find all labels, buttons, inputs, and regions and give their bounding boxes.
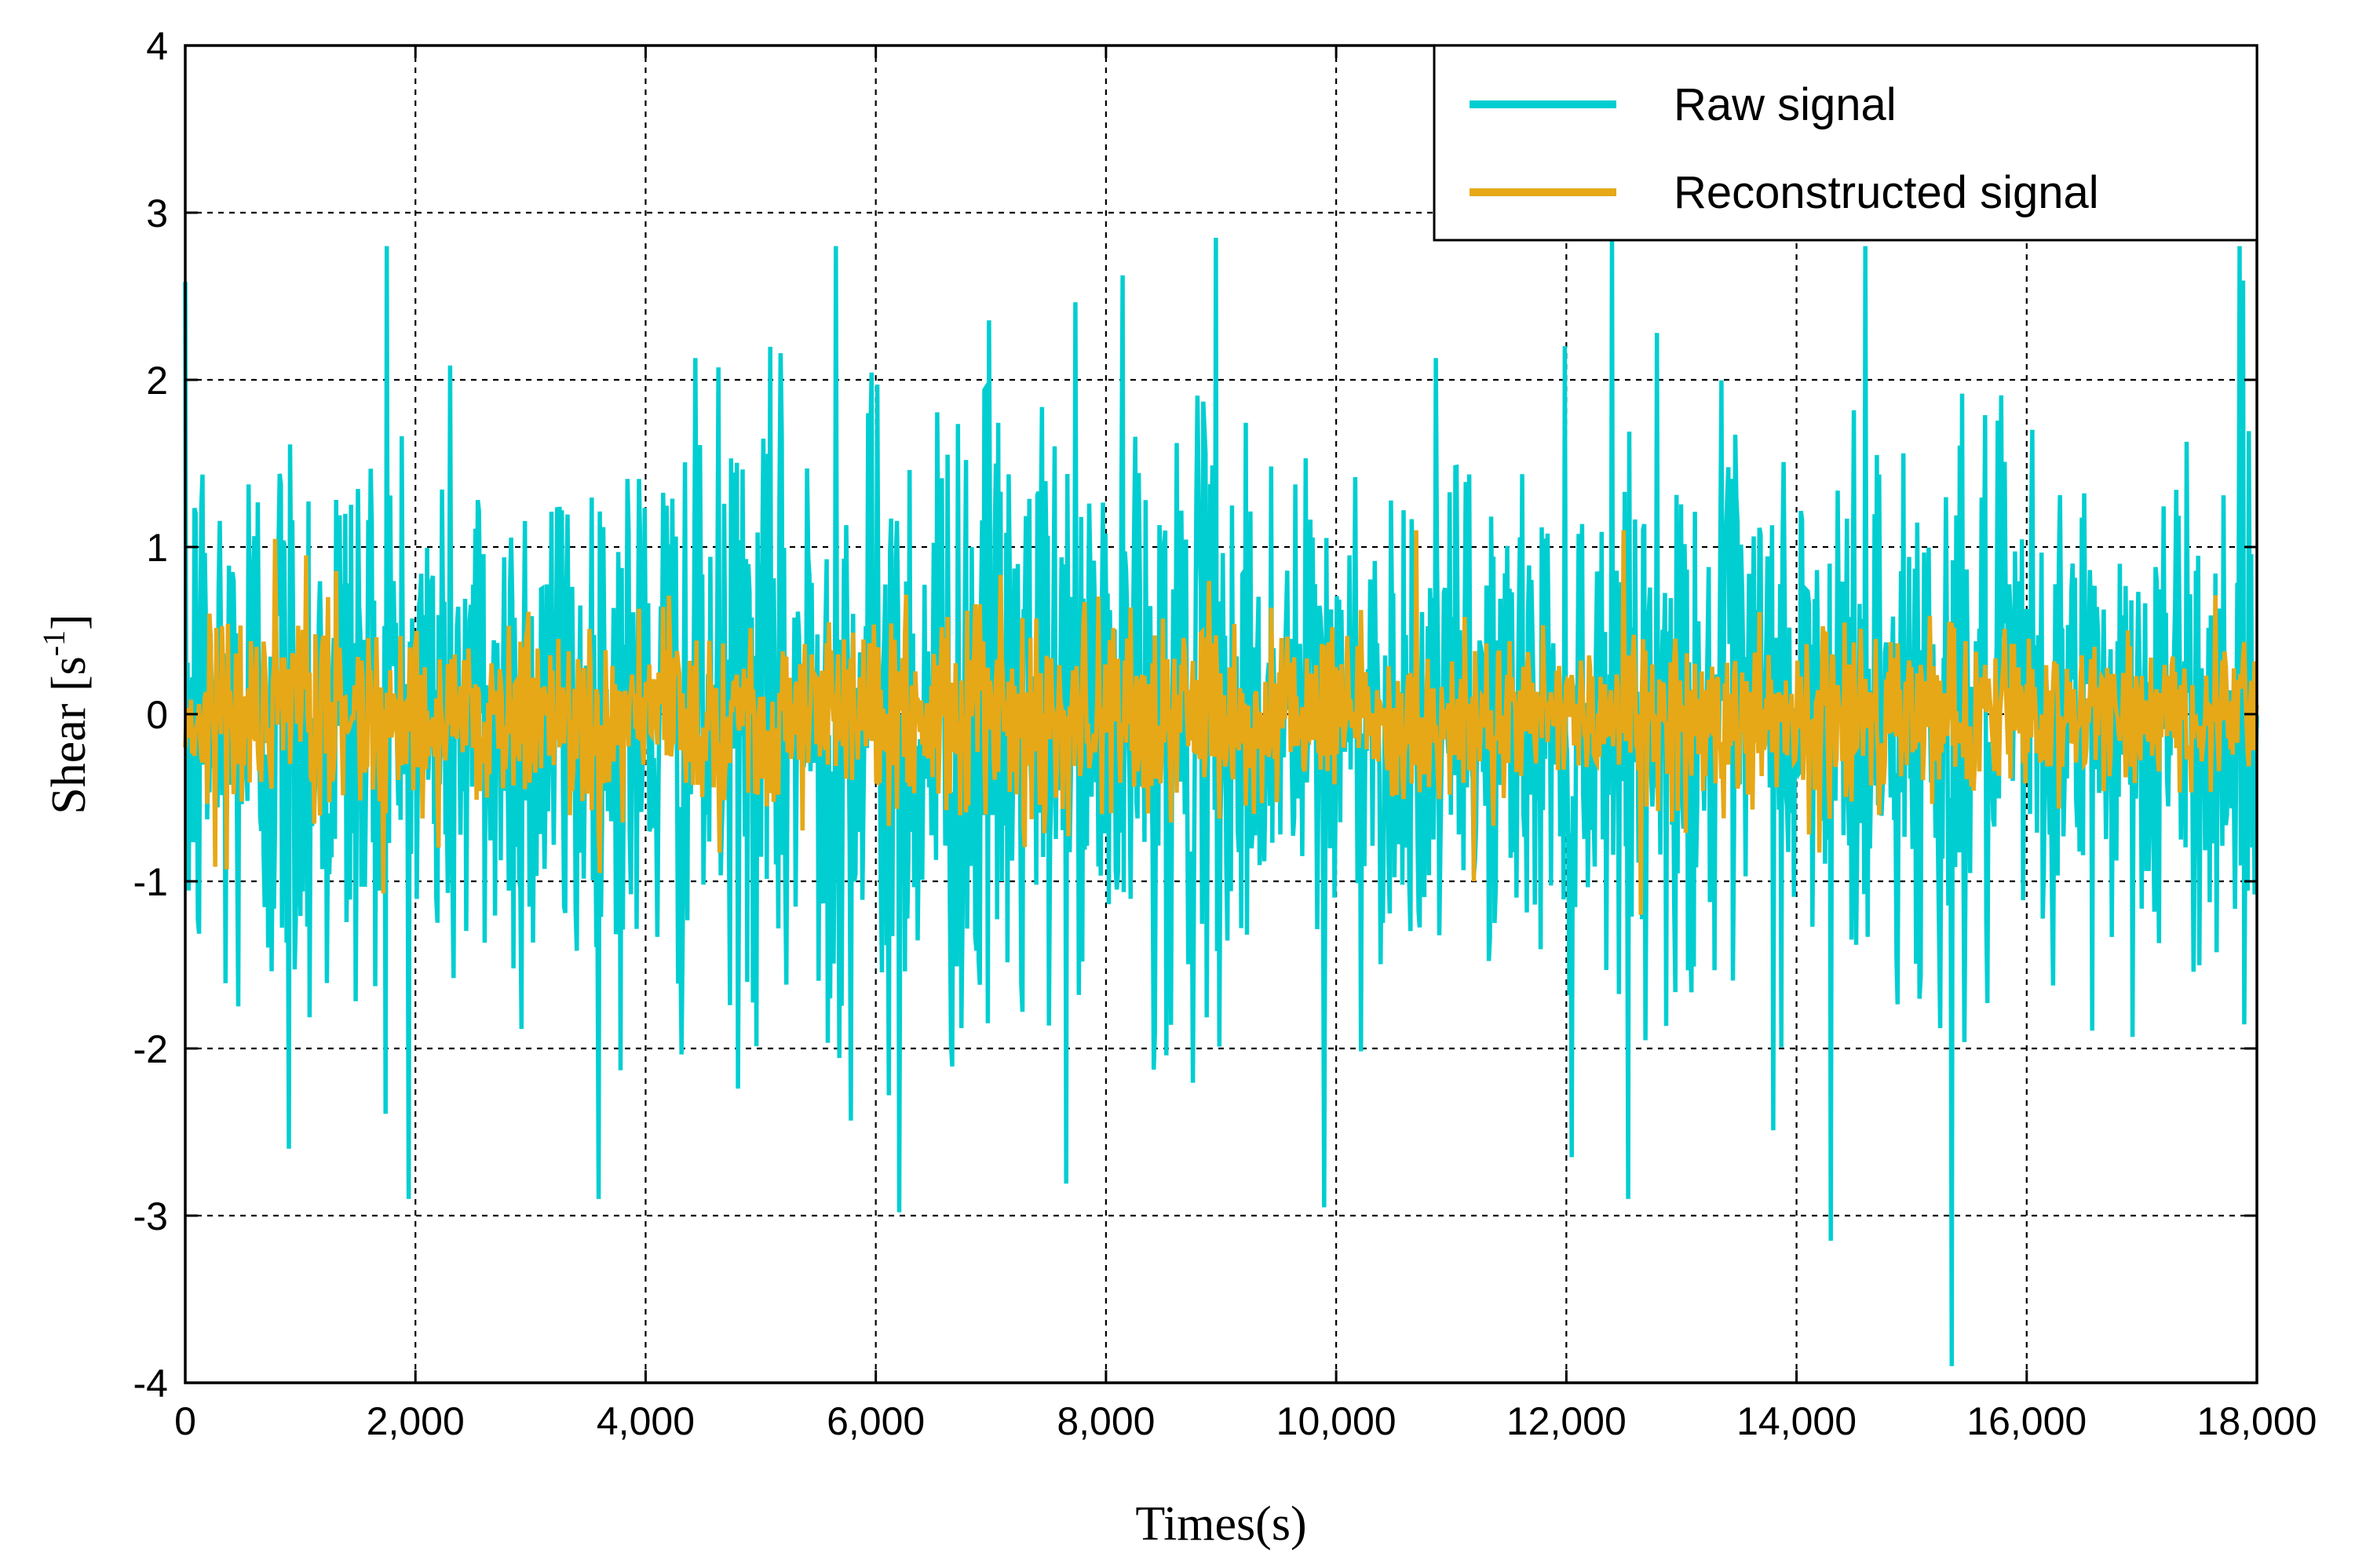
x-tick-label: 0: [174, 1399, 196, 1443]
x-tick-label: 4,000: [597, 1399, 695, 1443]
x-axis-title: Times(s): [1135, 1497, 1306, 1551]
x-tick-label: 12,000: [1506, 1399, 1627, 1443]
y-tick-label: 0: [146, 693, 168, 737]
y-tick-label: -1: [133, 860, 168, 904]
series-layer: [183, 237, 2259, 1366]
x-tick-label: 14,000: [1736, 1399, 1857, 1443]
y-tick-label: -4: [133, 1362, 168, 1406]
y-tick-label: -2: [133, 1027, 168, 1071]
y-axis-title-superscript: -1: [36, 630, 71, 656]
y-tick-label: 1: [146, 526, 168, 570]
x-tick-label: 6,000: [827, 1399, 925, 1443]
x-tick-label: 16,000: [1966, 1399, 2087, 1443]
y-tick-label: 3: [146, 191, 168, 235]
series-line-reconstructed-signal: [183, 530, 2259, 915]
x-tick-label: 10,000: [1276, 1399, 1397, 1443]
legend: Raw signal Reconstructed signal: [1433, 44, 2258, 242]
x-axis: 0 2,000 4,000 6,000 8,000 10,000 12,000 14,000 1…: [174, 46, 2317, 1443]
legend-label-reconstructed-signal: Reconstructed signal: [1674, 167, 2099, 218]
legend-label-raw-signal: Raw signal: [1674, 79, 1897, 130]
y-axis-title: Shear [s-1]: [36, 614, 96, 814]
y-axis-title-base: Shear [s: [42, 656, 96, 814]
x-tick-label: 2,000: [367, 1399, 465, 1443]
x-tick-label: 8,000: [1057, 1399, 1155, 1443]
legend-box: [1433, 44, 2258, 242]
y-tick-label: 4: [146, 24, 168, 68]
y-axis: -4 -3 -2 -1 0 1 2 3 4: [133, 24, 2257, 1406]
x-tick-label: 18,000: [2197, 1399, 2317, 1443]
y-axis-title-close: ]: [42, 614, 96, 630]
y-tick-label: 2: [146, 359, 168, 403]
y-tick-label: -3: [133, 1194, 168, 1238]
